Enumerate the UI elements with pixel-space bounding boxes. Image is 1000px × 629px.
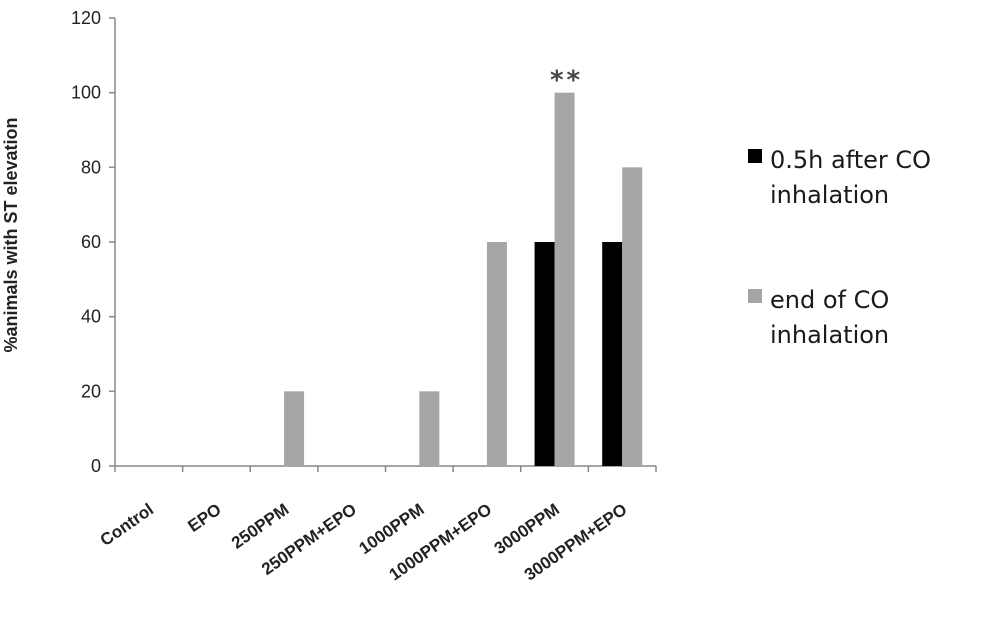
bar-3000ppm-series-2 [554, 92, 575, 467]
legend-label-series-2: inhalation [770, 321, 889, 349]
y-ticks: 0 20 40 60 80 100 120 [71, 8, 115, 476]
legend-swatch-series-2 [748, 289, 762, 303]
y-tick-label: 120 [71, 8, 101, 28]
bar-3000ppm-epo-series-2 [622, 167, 643, 467]
bar-1000ppm-epo-series-2 [486, 242, 507, 466]
legend-swatch-series-1 [748, 149, 762, 163]
y-axis-title: %animals with ST elevation [1, 117, 21, 352]
bar-1000ppm-series-2 [419, 391, 440, 466]
legend-label-series-2: end of CO [770, 286, 889, 314]
category-label: 250PPM [228, 500, 292, 553]
x-ticks [114, 466, 657, 472]
category-label: Control [97, 500, 157, 550]
bars [284, 92, 643, 467]
legend-label-series-1: inhalation [770, 181, 889, 209]
legend: 0.5h after CO inhalation end of CO inhalati… [748, 146, 931, 349]
bar-250ppm-series-2 [284, 391, 305, 466]
category-label: EPO [184, 500, 224, 536]
y-tick-label: 20 [81, 381, 101, 401]
y-tick-label: 100 [71, 83, 101, 103]
y-tick-label: 0 [91, 456, 101, 476]
bar-3000ppm-series-1 [534, 242, 555, 466]
annotations: ** [550, 66, 583, 96]
y-tick-label: 60 [81, 232, 101, 252]
y-tick-label: 80 [81, 157, 101, 177]
y-tick-label: 40 [81, 307, 101, 327]
bar-3000ppm-epo-series-1 [602, 242, 623, 466]
significance-annotation: ** [550, 66, 583, 96]
category-labels: Control EPO 250PPM250PPM+EPO1000PPM1000PPM… [97, 500, 631, 585]
legend-label-series-1: 0.5h after CO [770, 146, 931, 174]
